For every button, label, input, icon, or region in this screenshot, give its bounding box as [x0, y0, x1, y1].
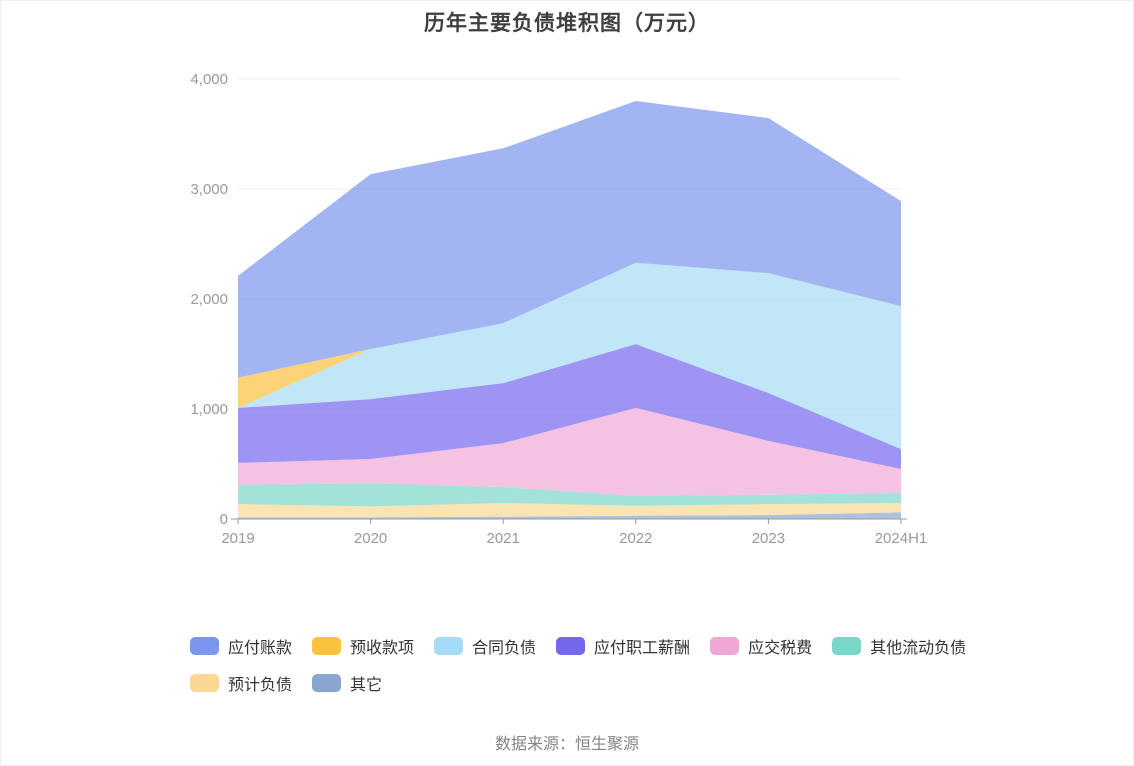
- x-axis-label-2024H1: 2024H1: [875, 530, 928, 547]
- y-axis-label-2,000: 2,000: [190, 291, 228, 308]
- x-axis-label-2022: 2022: [619, 530, 652, 547]
- legend-label: 预计负债: [228, 677, 293, 694]
- legend-swatch-icon: [710, 637, 740, 655]
- legend-label: 其他流动负债: [870, 640, 967, 657]
- legend-swatch-icon: [190, 674, 219, 692]
- legend-swatch-icon: [190, 637, 219, 655]
- legend-item-应付职工薪酬[interactable]: 应付职工薪酬: [556, 634, 690, 658]
- legend-item-应付账款[interactable]: 应付账款: [190, 634, 292, 658]
- area-series-合同负债[interactable]: [238, 262, 901, 450]
- legend-swatch-icon: [556, 637, 586, 655]
- area-series-预计负债[interactable]: [238, 503, 901, 518]
- chart-title: 历年主要负债堆积图（万元）: [424, 12, 710, 35]
- y-axis-label-0: 0: [220, 511, 228, 528]
- legend-label: 预收款项: [350, 640, 415, 657]
- x-axis-label-2019: 2019: [221, 530, 254, 547]
- x-axis-label-2023: 2023: [752, 530, 785, 547]
- area-series-应付职工薪酬[interactable]: [238, 344, 901, 469]
- area-series-应交税费[interactable]: [238, 407, 901, 496]
- x-axis-label-2021: 2021: [487, 530, 520, 547]
- x-axis-label-2020: 2020: [354, 530, 387, 547]
- legend-item-其它[interactable]: 其它: [312, 671, 382, 695]
- legend-swatch-icon: [832, 637, 862, 655]
- legend-label: 应付账款: [228, 640, 293, 657]
- y-axis-label-1,000: 1,000: [190, 401, 228, 418]
- legend-label: 其它: [350, 677, 383, 694]
- legend-label: 应付职工薪酬: [594, 640, 691, 657]
- area-series-应付账款[interactable]: [238, 101, 901, 378]
- legend-swatch-icon: [312, 637, 342, 655]
- data-source-note: 数据来源：恒生聚源: [494, 736, 639, 753]
- legend-swatch-icon: [434, 637, 464, 655]
- y-axis-label-3,000: 3,000: [190, 181, 228, 198]
- legend-item-预收款项[interactable]: 预收款项: [312, 634, 414, 658]
- chart-legend: 应付账款 预收款项 合同负债 应付职工薪酬 应交税费 其他流动负债预计负债 其它: [190, 634, 980, 695]
- legend-label: 应交税费: [748, 640, 813, 657]
- legend-item-合同负债[interactable]: 合同负债: [434, 634, 536, 658]
- legend-swatch-icon: [312, 674, 342, 692]
- legend-item-预计负债[interactable]: 预计负债: [190, 671, 292, 695]
- legend-item-其他流动负债[interactable]: 其他流动负债: [832, 634, 966, 658]
- area-series-其它[interactable]: [238, 512, 901, 519]
- legend-label: 合同负债: [472, 640, 537, 657]
- area-series-其他流动负债[interactable]: [238, 483, 901, 507]
- stacked-area-chart: 0 1,000 2,000 3,000 4,000 2019 2020 2021 2022 202…: [190, 71, 928, 547]
- y-axis-label-4,000: 4,000: [190, 71, 228, 88]
- legend-item-应交税费[interactable]: 应交税费: [710, 634, 812, 658]
